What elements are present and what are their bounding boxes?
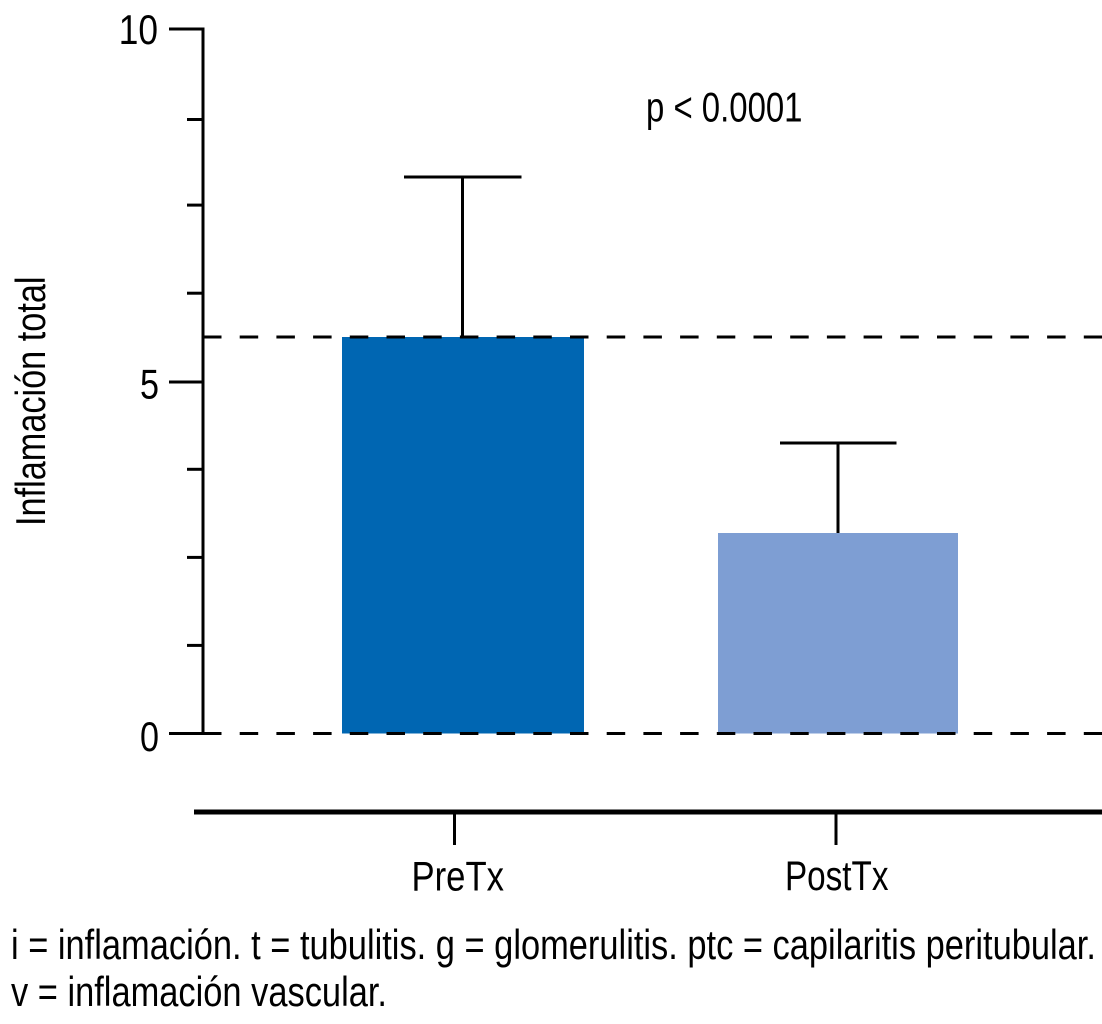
svg-text:Inflamación total: Inflamación total: [8, 276, 55, 526]
svg-text:0: 0: [140, 714, 159, 761]
svg-text:PreTx: PreTx: [412, 853, 504, 900]
svg-text:5: 5: [140, 361, 159, 408]
svg-text:10: 10: [119, 7, 158, 54]
svg-text:i = inflamación. t = tubulitis: i = inflamación. t = tubulitis. g = glom…: [11, 922, 1096, 969]
svg-text:PostTx: PostTx: [785, 853, 889, 900]
svg-text:v = inflamación vascular.: v = inflamación vascular.: [11, 969, 387, 1016]
svg-text:p < 0.0001: p < 0.0001: [646, 84, 802, 131]
